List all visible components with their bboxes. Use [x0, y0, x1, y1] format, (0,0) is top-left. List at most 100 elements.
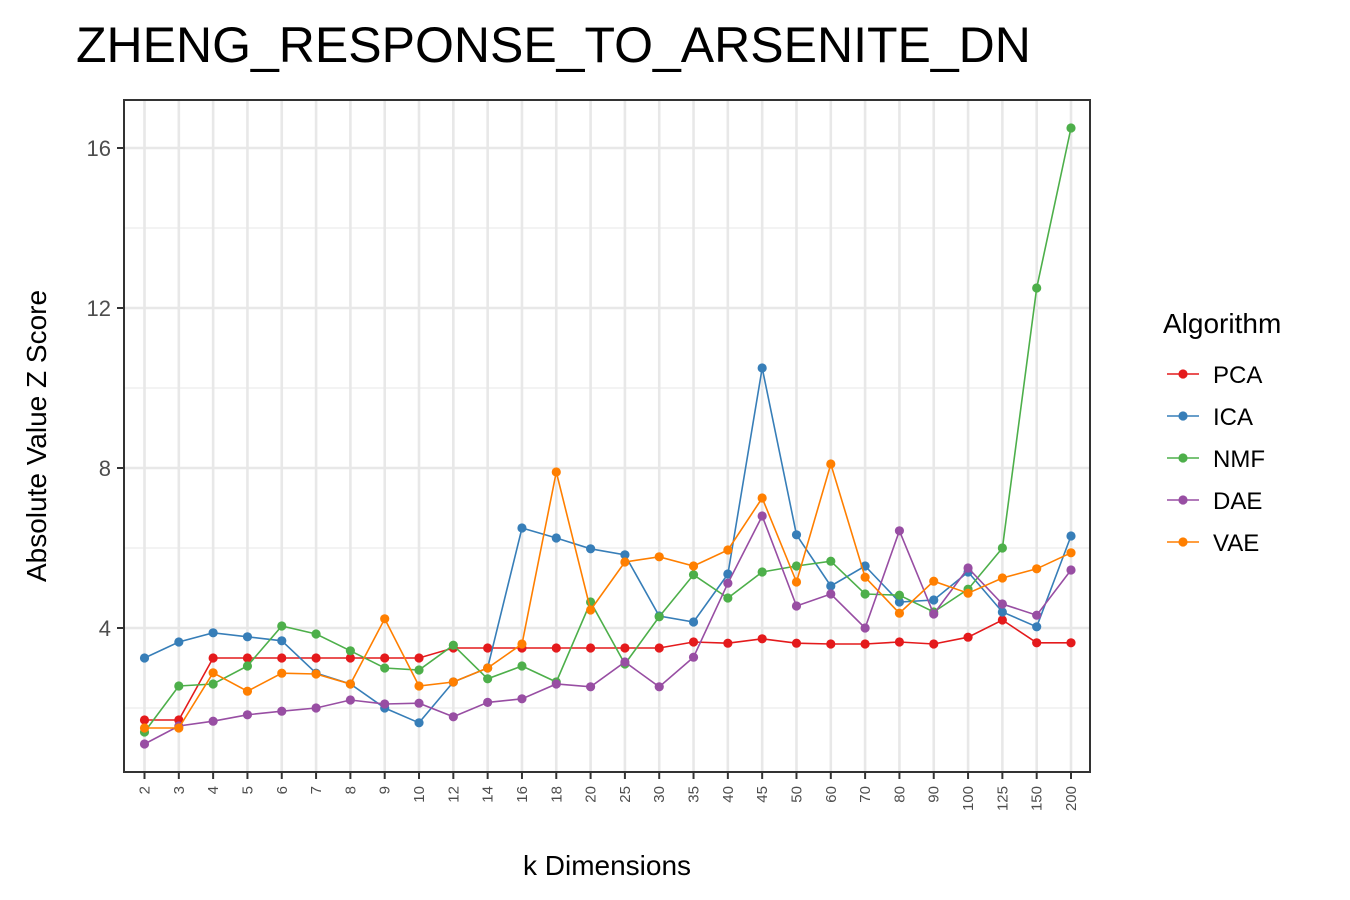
data-point: [997, 543, 1007, 553]
data-point: [174, 723, 184, 733]
data-point: [551, 679, 561, 689]
series-vae: [139, 459, 1076, 733]
y-axis: 4 8 12 16: [87, 136, 124, 641]
x-tick-label: 50: [788, 786, 805, 803]
data-point: [414, 653, 424, 663]
data-point: [585, 544, 596, 554]
data-point: [757, 634, 767, 644]
data-point: [585, 643, 596, 653]
x-tick-label: 14: [480, 786, 497, 803]
x-tick-label: 10: [411, 786, 428, 803]
data-point: [1066, 123, 1076, 133]
data-point: [860, 639, 870, 649]
data-point: [997, 615, 1007, 625]
legend: Algorithm PCA ICA NMF DAE VAE: [1163, 308, 1281, 557]
data-point: [208, 679, 218, 689]
data-point: [688, 652, 699, 662]
data-point: [620, 643, 630, 653]
data-point: [654, 552, 664, 562]
data-point: [448, 640, 458, 650]
legend-item-vae: VAE: [1167, 530, 1259, 557]
data-point: [414, 665, 424, 675]
data-point: [997, 607, 1007, 617]
data-point: [620, 550, 630, 560]
data-point: [688, 617, 699, 627]
chart-title: ZHENG_RESPONSE_TO_ARSENITE_DN: [76, 17, 1031, 73]
data-point: [757, 363, 767, 373]
x-tick-label: 5: [239, 786, 256, 794]
data-point: [929, 576, 939, 586]
legend-label: VAE: [1213, 530, 1259, 557]
y-tick-label: 16: [87, 136, 111, 161]
data-point: [380, 699, 390, 709]
data-point: [1032, 610, 1042, 620]
data-point: [208, 628, 218, 638]
x-tick-label: 90: [926, 786, 943, 803]
data-point: [277, 706, 287, 716]
data-point: [345, 646, 355, 656]
data-point: [277, 653, 287, 663]
data-point: [894, 608, 905, 618]
series-line: [144, 461, 1072, 729]
data-point: [551, 533, 561, 543]
x-tick-label: 20: [583, 786, 600, 803]
x-tick-label: 200: [1063, 786, 1080, 811]
grid-major: [124, 100, 1090, 772]
data-point: [585, 682, 596, 692]
data-point: [723, 638, 733, 648]
data-point: [791, 561, 802, 571]
y-axis-title: Absolute Value Z Score: [21, 290, 52, 582]
data-point: [380, 614, 390, 624]
grid-minor: [124, 227, 1090, 709]
data-point: [551, 467, 561, 477]
legend-label: DAE: [1213, 488, 1262, 515]
x-tick-label: 2: [137, 786, 154, 794]
data-point: [997, 599, 1007, 609]
data-point: [517, 523, 527, 533]
data-point: [688, 561, 699, 571]
data-point: [242, 686, 253, 696]
data-point: [517, 661, 527, 671]
data-point: [620, 657, 630, 667]
x-tick-label: 30: [651, 786, 668, 803]
legend-key-point: [1178, 369, 1188, 379]
data-point: [757, 567, 767, 577]
x-tick-label: 12: [445, 786, 462, 803]
data-point: [654, 612, 664, 622]
y-tick-label: 4: [99, 616, 111, 641]
data-point: [620, 557, 630, 567]
x-tick-label: 45: [754, 786, 771, 803]
x-tick-label: 125: [994, 786, 1011, 811]
x-tick-label: 6: [274, 786, 291, 794]
data-point: [894, 637, 905, 647]
data-point: [860, 623, 870, 633]
legend-label: NMF: [1213, 446, 1265, 473]
data-point: [1066, 531, 1076, 541]
data-point: [139, 653, 150, 663]
x-tick-label: 8: [342, 786, 359, 794]
data-point: [894, 526, 905, 536]
data-point: [826, 581, 836, 591]
data-point: [345, 695, 355, 705]
series-nmf: [139, 123, 1076, 737]
series-line: [144, 514, 1072, 745]
series-pca: [139, 615, 1076, 725]
data-point: [860, 572, 870, 582]
data-point: [517, 694, 527, 704]
data-point: [723, 593, 733, 603]
x-tick-label: 3: [171, 786, 188, 794]
data-point: [242, 661, 253, 671]
x-tick-label: 18: [548, 786, 565, 803]
data-point: [517, 639, 527, 649]
series-line: [144, 367, 1072, 724]
data-point: [208, 653, 218, 663]
legend-label: PCA: [1213, 362, 1262, 389]
data-point: [448, 712, 458, 722]
data-point: [791, 577, 802, 587]
data-point: [345, 653, 355, 663]
data-point: [1032, 638, 1042, 648]
x-tick-label: 4: [205, 786, 222, 794]
data-point: [277, 636, 287, 646]
data-point: [688, 570, 699, 580]
